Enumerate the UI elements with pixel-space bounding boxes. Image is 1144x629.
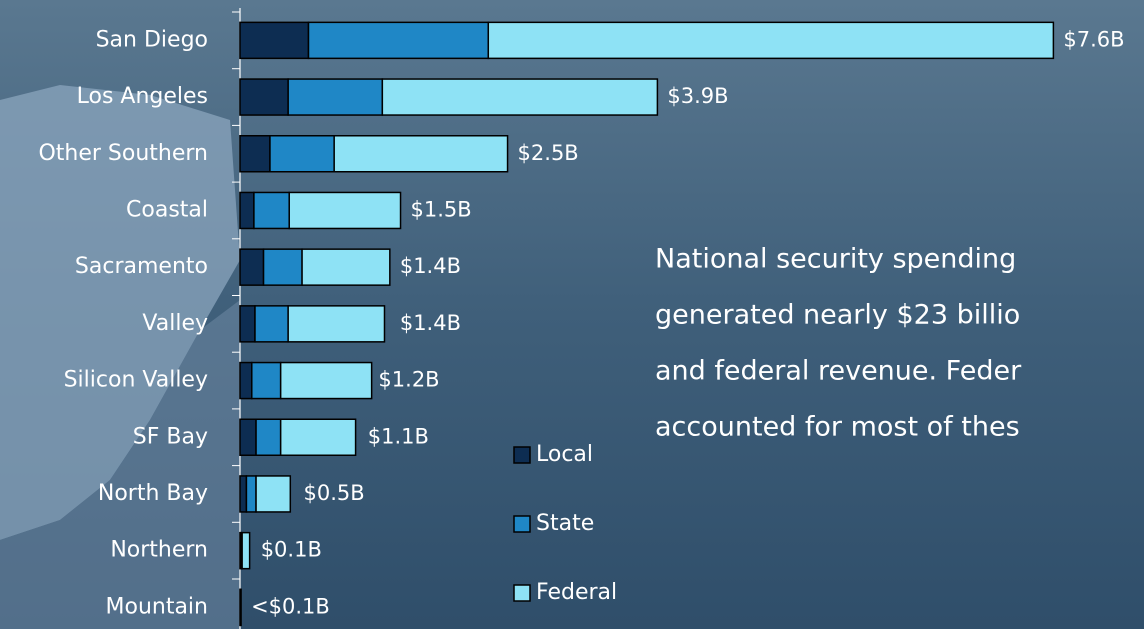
category-label: Sacramento <box>75 254 208 279</box>
value-label: $1.4B <box>400 254 461 278</box>
annotation: and federal revenue. Feder <box>655 356 1022 387</box>
bar-segment <box>288 79 382 115</box>
legend-swatch <box>514 447 530 463</box>
value-label: $0.5B <box>304 481 365 505</box>
bar-segment <box>240 136 270 172</box>
bar-segment <box>241 589 242 625</box>
bar-segment <box>488 22 1053 58</box>
category-label: Valley <box>142 311 208 336</box>
bar-segment <box>382 79 657 115</box>
bar-segment <box>281 419 356 455</box>
category-label: SF Bay <box>133 424 208 449</box>
legend-swatch <box>514 516 530 532</box>
bar-segment <box>240 192 254 228</box>
legend-swatch <box>514 585 530 601</box>
category-label: Los Angeles <box>77 84 208 109</box>
bar-segment <box>256 476 290 512</box>
bar-segment <box>288 306 384 342</box>
bar-segment <box>240 249 264 285</box>
bar-segment <box>252 363 281 399</box>
category-label: Northern <box>110 538 208 563</box>
bar-segment <box>302 249 390 285</box>
bar-segment <box>264 249 303 285</box>
value-label: $0.1B <box>261 538 322 562</box>
bar-segment <box>240 22 308 58</box>
page: {"chart_data": {"type": "stacked-barh", … <box>0 0 1144 629</box>
bar-segment <box>334 136 507 172</box>
annotation: accounted for most of thes <box>655 412 1020 443</box>
value-label: $1.4B <box>400 311 461 335</box>
legend-label: Federal <box>536 580 617 605</box>
bar-segment <box>308 22 488 58</box>
bar-segment <box>289 192 400 228</box>
bar-segment <box>240 306 255 342</box>
bar-segment <box>242 533 249 569</box>
value-label: $7.6B <box>1063 27 1124 51</box>
value-label: $1.5B <box>411 197 472 221</box>
bar-segment <box>255 306 288 342</box>
category-label: San Diego <box>96 27 208 52</box>
chart: San Diego $7.6B Los Angeles $3.9B Other Sout… <box>0 0 1144 629</box>
bar-segment <box>240 419 256 455</box>
value-label: $3.9B <box>667 84 728 108</box>
category-label: Coastal <box>126 197 208 222</box>
annotation: generated nearly $23 billio <box>655 300 1020 331</box>
category-label: Silicon Valley <box>64 368 208 393</box>
legend-label: State <box>536 511 594 536</box>
bar-segment <box>281 363 372 399</box>
value-label: <$0.1B <box>251 594 330 618</box>
annotation: National security spending <box>655 244 1016 275</box>
bar-segment <box>254 192 289 228</box>
category-label: North Bay <box>98 481 208 506</box>
bar-segment <box>240 476 246 512</box>
legend-label: Local <box>536 442 593 467</box>
category-label: Other Southern <box>38 141 208 166</box>
value-label: $1.2B <box>378 368 439 392</box>
bar-segment <box>256 419 281 455</box>
value-label: $2.5B <box>518 141 579 165</box>
category-label: Mountain <box>106 594 209 619</box>
bar-segment <box>246 476 256 512</box>
bar-segment <box>270 136 334 172</box>
bar-segment <box>240 363 252 399</box>
bar-segment <box>240 79 288 115</box>
value-label: $1.1B <box>368 424 429 448</box>
